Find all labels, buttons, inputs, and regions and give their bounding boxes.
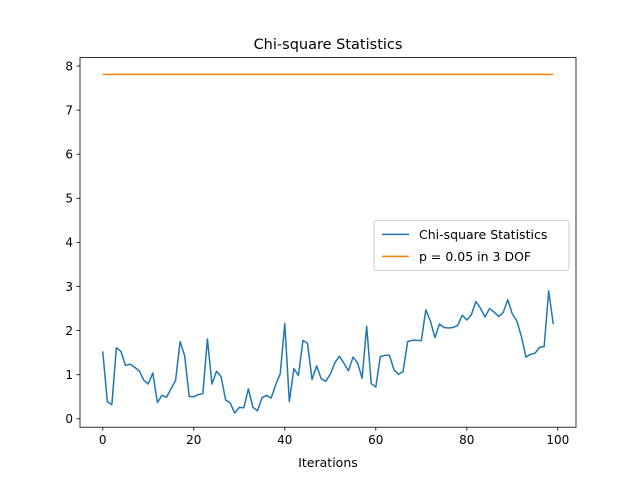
x-tick-label: 80 [459,433,474,447]
legend-box [373,219,570,271]
x-tick-label: 100 [546,433,569,447]
y-tick-label: 6 [65,147,73,161]
y-tick-label: 7 [65,103,73,117]
x-tick-label: 60 [368,433,383,447]
chart-title: Chi-square Statistics [254,37,403,53]
y-tick-label: 0 [65,412,73,426]
legend-label-0: Chi-square Statistics [419,227,547,242]
x-tick-label: 20 [186,433,201,447]
y-tick-label: 3 [65,280,73,294]
series-line-0 [102,290,554,414]
y-tick-label: 5 [65,192,73,206]
x-axis-label: Iterations [298,455,358,470]
x-tick-label: 40 [277,433,292,447]
axes: 0 20 40 60 80 100 0 1 2 3 4 5 6 7 8 [65,57,577,447]
y-tick-label: 2 [65,324,73,338]
plot-area [102,73,554,414]
y-tick-label: 4 [65,236,73,250]
x-tick-label: 0 [99,433,107,447]
y-tick-label: 1 [65,368,73,382]
y-tick-label: 8 [65,59,73,73]
legend-label-1: p = 0.05 in 3 DOF [419,249,531,264]
legend: Chi-square Statistics p = 0.05 in 3 DOF [373,219,570,271]
